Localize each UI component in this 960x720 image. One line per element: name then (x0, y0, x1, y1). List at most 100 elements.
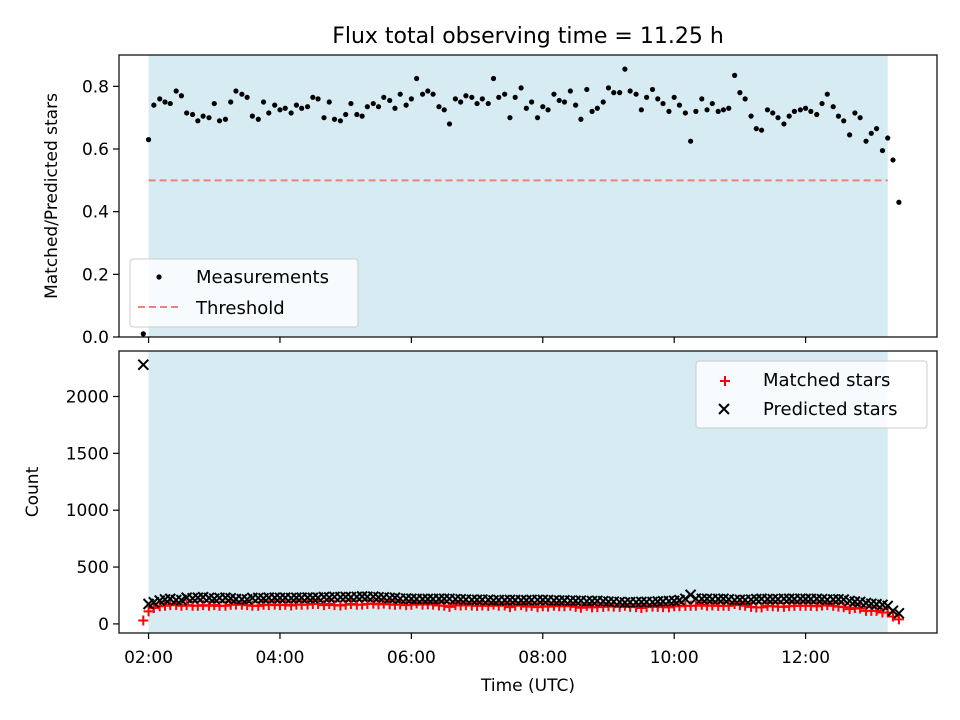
measurement-point (627, 88, 633, 94)
measurement-point (638, 107, 644, 113)
measurement-point (709, 100, 715, 107)
ratio-y-axis: 0.0 0.2 0.4 0.6 0.8 (82, 77, 119, 348)
y-tick-label: 1500 (66, 444, 109, 464)
matched-star-point (483, 600, 494, 611)
measurement-point (748, 113, 754, 119)
measurement-point (414, 75, 420, 82)
measurement-point (781, 121, 787, 127)
measurement-point (446, 121, 453, 127)
matched-star-point (499, 600, 510, 611)
measurement-point (786, 113, 792, 119)
x-axis-label: Time (UTC) (480, 676, 575, 696)
measurement-point (233, 88, 239, 94)
measurement-point (835, 113, 842, 119)
measurement-point (474, 100, 480, 107)
measurement-point (561, 99, 568, 105)
measurement-point (545, 107, 551, 113)
measurement-point (879, 147, 886, 154)
measurement-point (479, 96, 485, 102)
measurement-point (452, 96, 458, 102)
measurement-point (868, 130, 874, 136)
measurement-point (770, 110, 776, 116)
measurement-point (496, 94, 502, 100)
count-legend: Matched stars Predicted stars (695, 360, 928, 429)
measurement-point (534, 115, 541, 121)
measurement-point (502, 91, 508, 97)
ratio-axes-frame (118, 54, 938, 338)
measurement-point (666, 108, 672, 114)
measurement-point (873, 126, 880, 132)
legend-matched-marker (720, 376, 730, 386)
measurement-point (643, 94, 650, 100)
measurement-point (359, 113, 365, 119)
measurement-point (266, 110, 272, 116)
measurement-point (540, 104, 546, 110)
measurement-point (676, 102, 683, 108)
measurement-point (704, 107, 710, 113)
measurement-point (315, 96, 321, 102)
ratio-legend: Measurements Threshold (129, 258, 359, 328)
matched-star-point (138, 615, 149, 626)
measurement-point (732, 72, 738, 78)
measurement-point (331, 116, 338, 122)
measurement-point (239, 91, 245, 97)
measurement-point (863, 138, 869, 144)
measurement-point (463, 93, 469, 99)
measurement-point (649, 86, 656, 93)
y-tick-label: 0.4 (82, 203, 109, 223)
measurement-point (178, 93, 185, 99)
ratio-y-axis-label: Matched/Predicted stars (42, 93, 62, 299)
count-x-axis: 02:00 04:00 06:00 08:00 10:00 12:00 (124, 633, 830, 668)
measurement-point (419, 91, 426, 97)
measurement-point (458, 99, 464, 105)
measurement-point (228, 99, 234, 105)
measurement-point (655, 96, 661, 102)
measurement-point (200, 113, 206, 119)
measurement-point (364, 104, 370, 110)
chart-title: Flux total observing time = 11.25 h (332, 24, 724, 49)
measurement-point (841, 118, 847, 124)
count-y-axis-label: Count (23, 466, 43, 517)
measurement-point (490, 75, 497, 82)
x-tick-label: 06:00 (387, 648, 436, 668)
measurement-point (195, 118, 201, 124)
count-marks (137, 358, 905, 626)
measurement-point (896, 199, 902, 205)
legend-predicted-marker (718, 403, 730, 415)
measurement-point (589, 108, 595, 114)
measurement-point (222, 116, 229, 122)
matched-star-point (723, 600, 734, 611)
ratio-panel: 0.00.20.40.60.8 Matched/Predicted stars … (42, 54, 938, 348)
matched-star-point (526, 600, 537, 611)
predicted-star-point (893, 607, 905, 620)
y-tick-label: 500 (77, 558, 109, 578)
measurement-point (578, 116, 584, 122)
measurement-point (622, 66, 628, 72)
predicted-star-point (137, 358, 150, 371)
measurement-point (693, 108, 699, 114)
measurement-point (726, 105, 732, 111)
measurement-point (797, 107, 803, 113)
measurement-point (151, 102, 157, 108)
measurement-point (375, 104, 382, 110)
measurement-point (167, 100, 173, 107)
measurement-point (337, 118, 344, 124)
measurement-point (397, 91, 403, 97)
measurement-point (671, 94, 677, 100)
measurement-point (343, 111, 349, 118)
measurement-point (408, 96, 414, 102)
matched-star-point (565, 600, 576, 611)
measurement-point (720, 107, 727, 113)
measurement-point (819, 100, 825, 107)
measurement-point (326, 99, 332, 105)
measurement-point (611, 90, 617, 96)
ratio-marks (140, 66, 902, 337)
measurement-point (441, 107, 447, 113)
measurement-point (594, 105, 600, 111)
measurement-point (436, 104, 442, 110)
matched-star-point (516, 600, 527, 611)
measurement-point (529, 99, 535, 105)
matched-star-point (575, 602, 586, 613)
measurement-point (556, 97, 562, 104)
